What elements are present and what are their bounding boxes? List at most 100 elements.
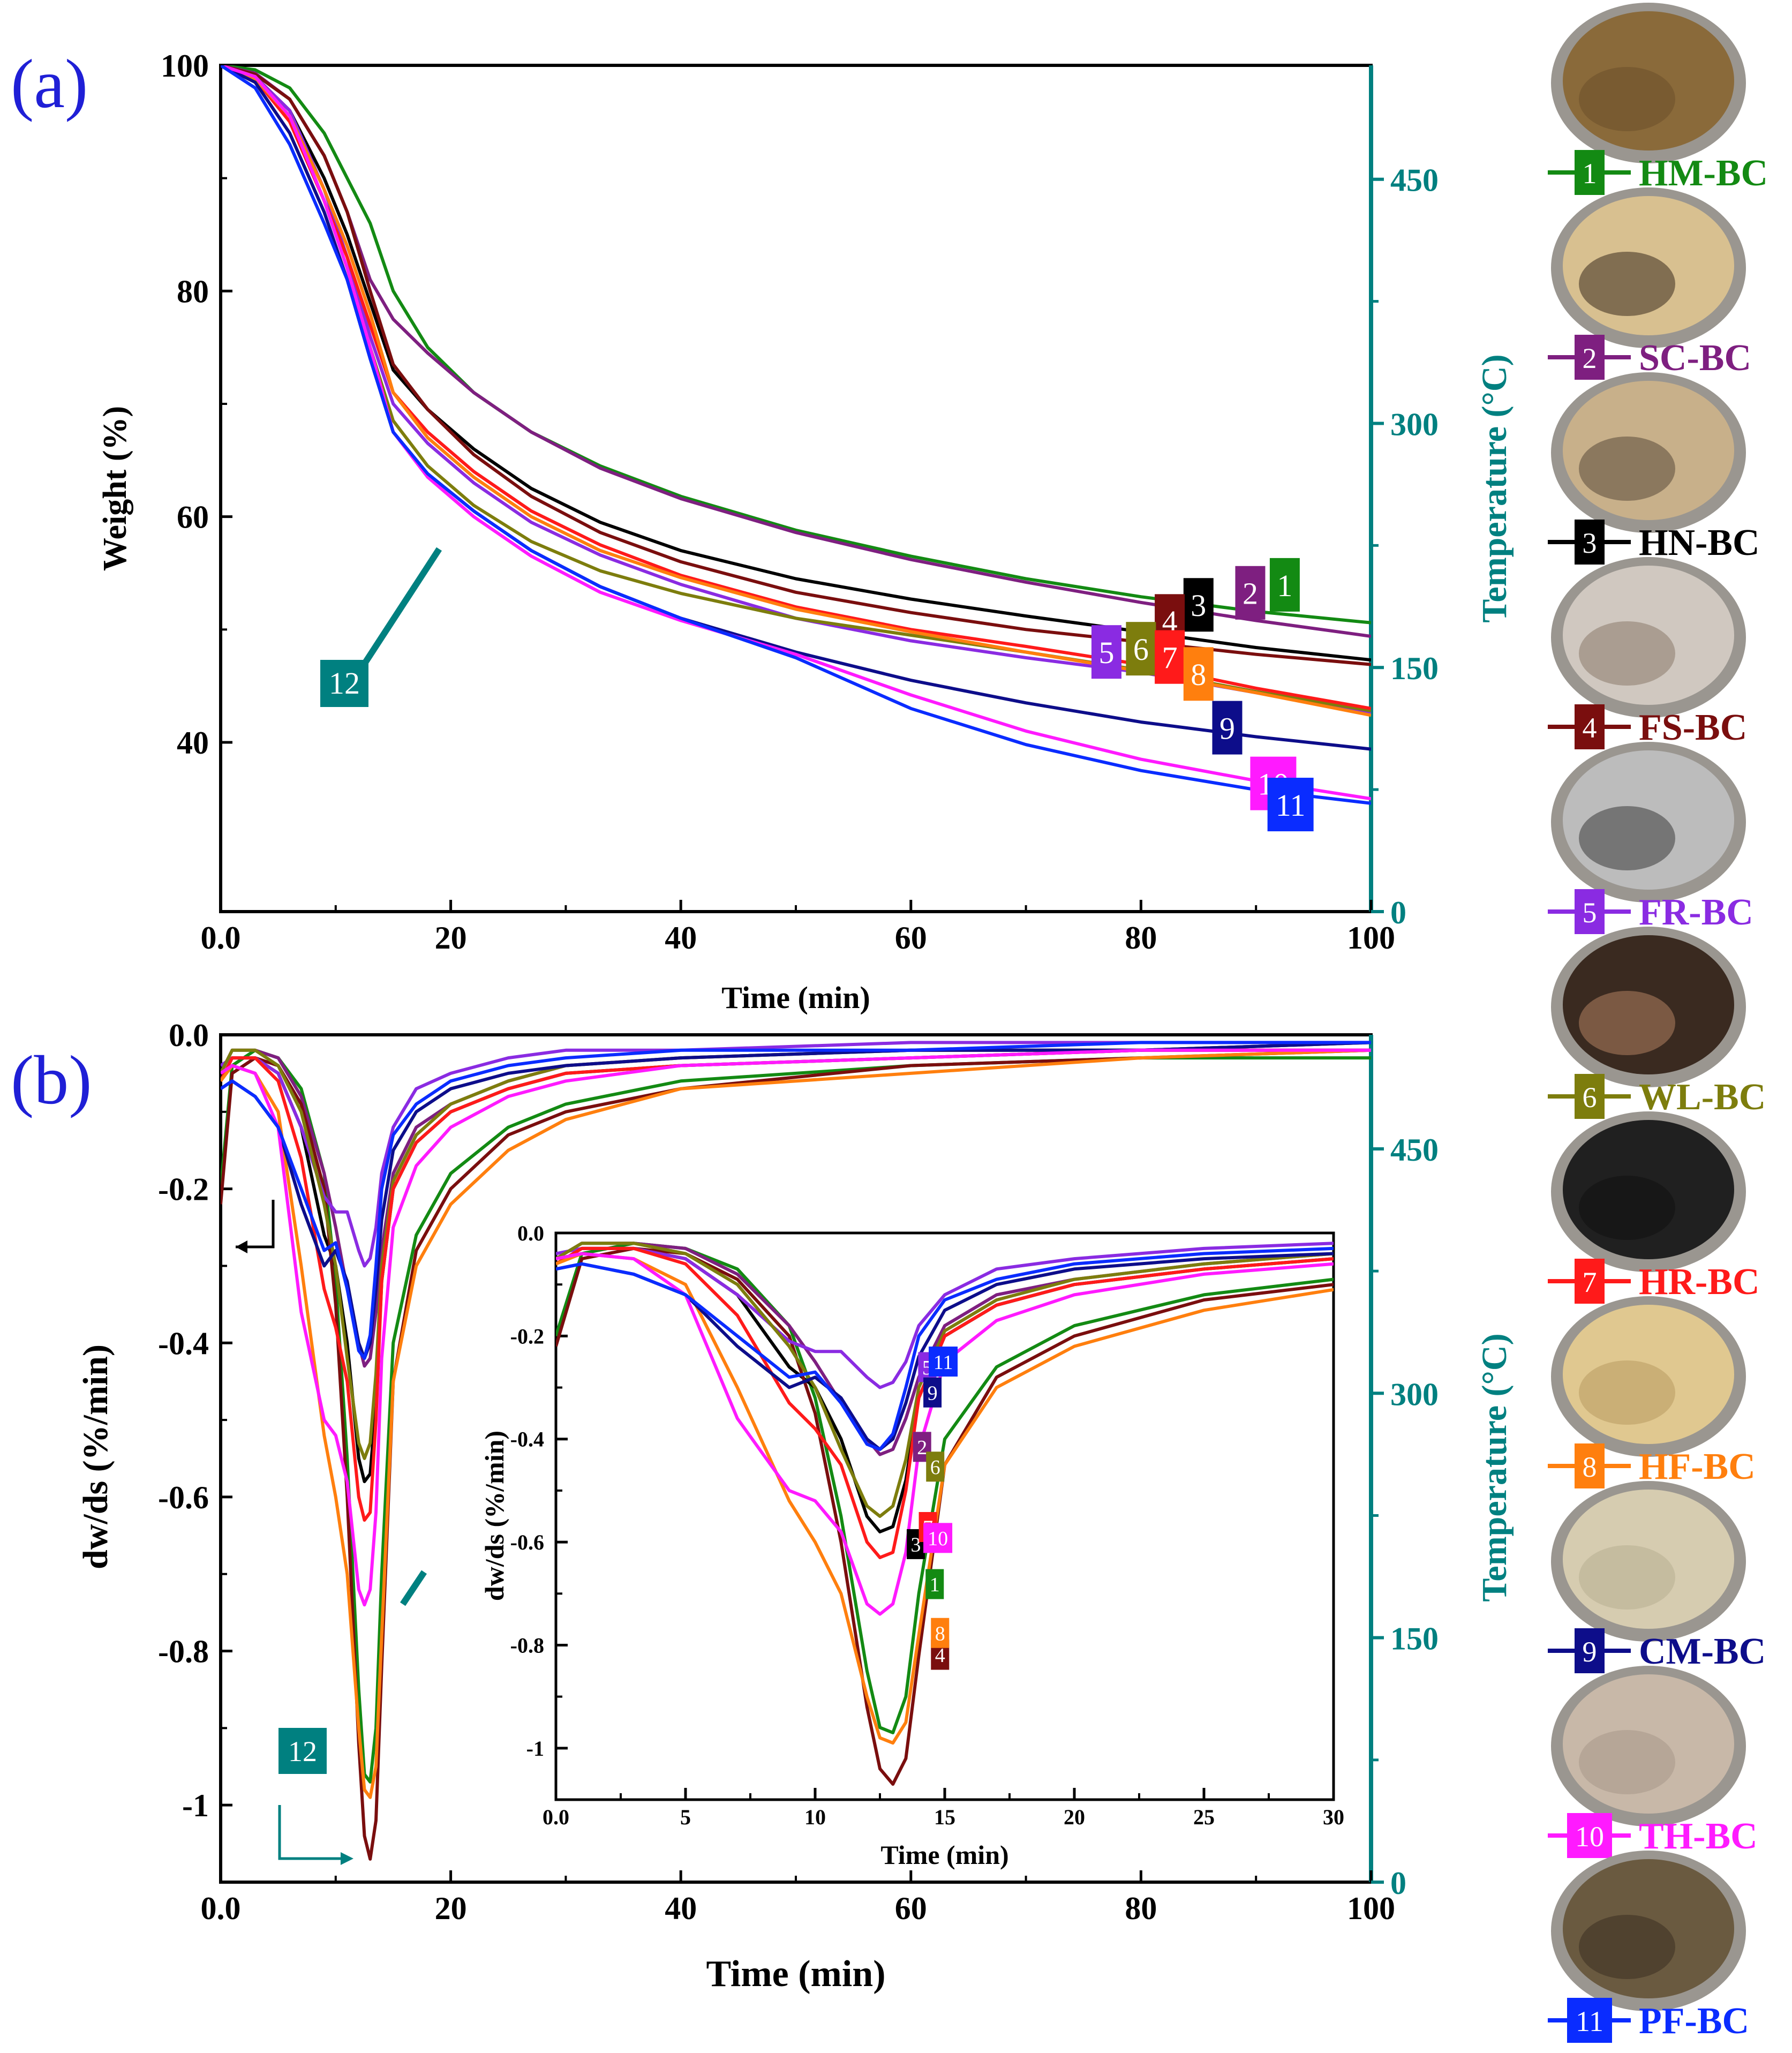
right-axis-arrow [278,1805,343,1860]
y-tick-label: -0.8 [510,1633,544,1657]
legend-name: SC-BC [1639,337,1751,379]
series-line-th-bc [221,65,1371,801]
sample-photo-shade [1579,1915,1675,1979]
panel-a-line-labels: 1234567891011 [1091,558,1314,832]
sample-photo-shade [1579,1545,1675,1610]
series-label-num: 3 [1191,588,1206,623]
series-line-fs-bc [221,65,1371,666]
legend-num-box [1575,150,1605,195]
right-tick-label: 150 [1390,651,1439,686]
legend-name: FR-BC [1639,892,1753,933]
legend-num-box [1575,1259,1605,1304]
sample-photo-shade [1579,1360,1675,1425]
panel-b-x-ticks: 0.0 20 40 60 80 100 [201,1870,1395,1926]
legend-num: 6 [1583,1081,1597,1114]
series-line-pf-bc [221,65,1371,805]
series-label-num: 8 [935,1622,945,1645]
temp-marker-line-a [361,547,442,666]
x-tick-label: 20 [435,920,467,956]
panel-a-right-ticks: 0 150 300 450 [1371,163,1439,930]
panel-label-a: (a) [11,46,88,123]
inset-xlabel: Time (min) [880,1840,1008,1870]
sample-photo-shade [1579,806,1675,870]
series-line-pf-bc [221,1041,1371,1360]
legend-num: 1 [1583,157,1597,190]
series-label-num: 7 [1162,641,1178,675]
series-label-box [1126,622,1156,676]
panel-a-xlabel: Time (min) [721,980,870,1015]
legend-num-box [1567,1813,1612,1858]
x-tick-label: 60 [895,1891,927,1926]
series-label-box [926,1452,945,1482]
series-line-hr-bc [556,1246,1334,1559]
temp-marker-box-a [320,660,368,707]
left-axis-arrow [236,1200,275,1249]
legend-num: 8 [1583,1451,1597,1483]
x-tick-label: 0.0 [543,1805,569,1829]
legend-num-box [1575,335,1605,380]
legend-num-box [1575,1443,1605,1488]
y-tick-label: 100 [161,48,209,84]
legend-name: FS-BC [1639,707,1747,748]
series-label-num: 9 [928,1382,938,1404]
legend-name: TH-BC [1639,1816,1758,1857]
series-label-num: 4 [935,1644,945,1667]
x-tick-label: 20 [1064,1805,1085,1829]
series-line-hm-bc [221,1048,1371,1784]
y-tick-label: -1 [526,1736,544,1761]
legend-num: 5 [1583,897,1597,929]
right-tick-label: 300 [1390,407,1439,442]
series-line-hf-bc [221,65,1371,717]
panel-a-series [221,65,1371,805]
legend-num: 3 [1583,527,1597,559]
series-label-num: 6 [930,1456,940,1479]
series-label-num: 1 [930,1574,940,1596]
y-tick-label: 40 [177,725,209,761]
series-line-fr-bc [221,1041,1371,1268]
panel-a-frame [219,64,1373,913]
sample-photo-shade [1579,1176,1675,1240]
series-label-num: 5 [1098,635,1114,670]
series-line-hm-bc [221,65,1371,625]
x-tick-label: 25 [1193,1805,1215,1829]
y-tick-label: -0.6 [510,1530,544,1554]
series-label-box [923,1377,942,1408]
legend-num-box [1575,1074,1605,1119]
x-tick-label: 5 [680,1805,691,1829]
series-label-box [923,1523,953,1553]
legend-num: 2 [1583,342,1597,374]
x-tick-label: 40 [665,1891,697,1926]
right-tick-label: 0 [1390,895,1406,930]
panel-a-x-ticks: 0.0 20 40 60 80 100 [201,900,1395,956]
x-tick-label: 40 [665,920,697,956]
temp-marker-line-b [400,1570,427,1606]
x-tick-label: 80 [1125,1891,1157,1926]
series-label-num: 11 [1276,788,1306,823]
y-tick-label: -1 [182,1788,209,1823]
legend-num: 7 [1583,1266,1597,1298]
series-line-th-bc [221,1048,1371,1607]
left-axis-arrowhead [236,1240,247,1253]
series-label-box [931,1618,950,1648]
x-tick-label: 0.0 [201,1891,241,1926]
right-tick-label: 300 [1390,1377,1439,1412]
right-tick-label: 450 [1390,1132,1439,1168]
y-tick-label: -0.4 [510,1427,544,1452]
legend-num: 11 [1576,2005,1603,2037]
series-line-fr-bc [556,1242,1334,1389]
series-label-box [1212,701,1243,755]
inset-frame [554,1231,1335,1801]
series-line-fs-bc [556,1246,1334,1786]
sample-photo-shade [1579,437,1675,501]
x-tick-label: 60 [895,920,927,956]
y-tick-label: -0.2 [158,1172,209,1207]
x-tick-label: 100 [1347,920,1395,956]
series-label-num: 3 [911,1534,921,1556]
y-tick-label: 60 [177,500,209,535]
legend-name: HN-BC [1639,522,1760,563]
series-label-num: 9 [1219,711,1235,746]
legend-num-box [1575,704,1605,749]
panel-b-y-ticks: 0.0 -0.2 -0.4 -0.6 -0.8 -1 [158,1018,232,1823]
series-label-box [1269,558,1300,612]
sample-photo-shade [1579,1730,1675,1794]
